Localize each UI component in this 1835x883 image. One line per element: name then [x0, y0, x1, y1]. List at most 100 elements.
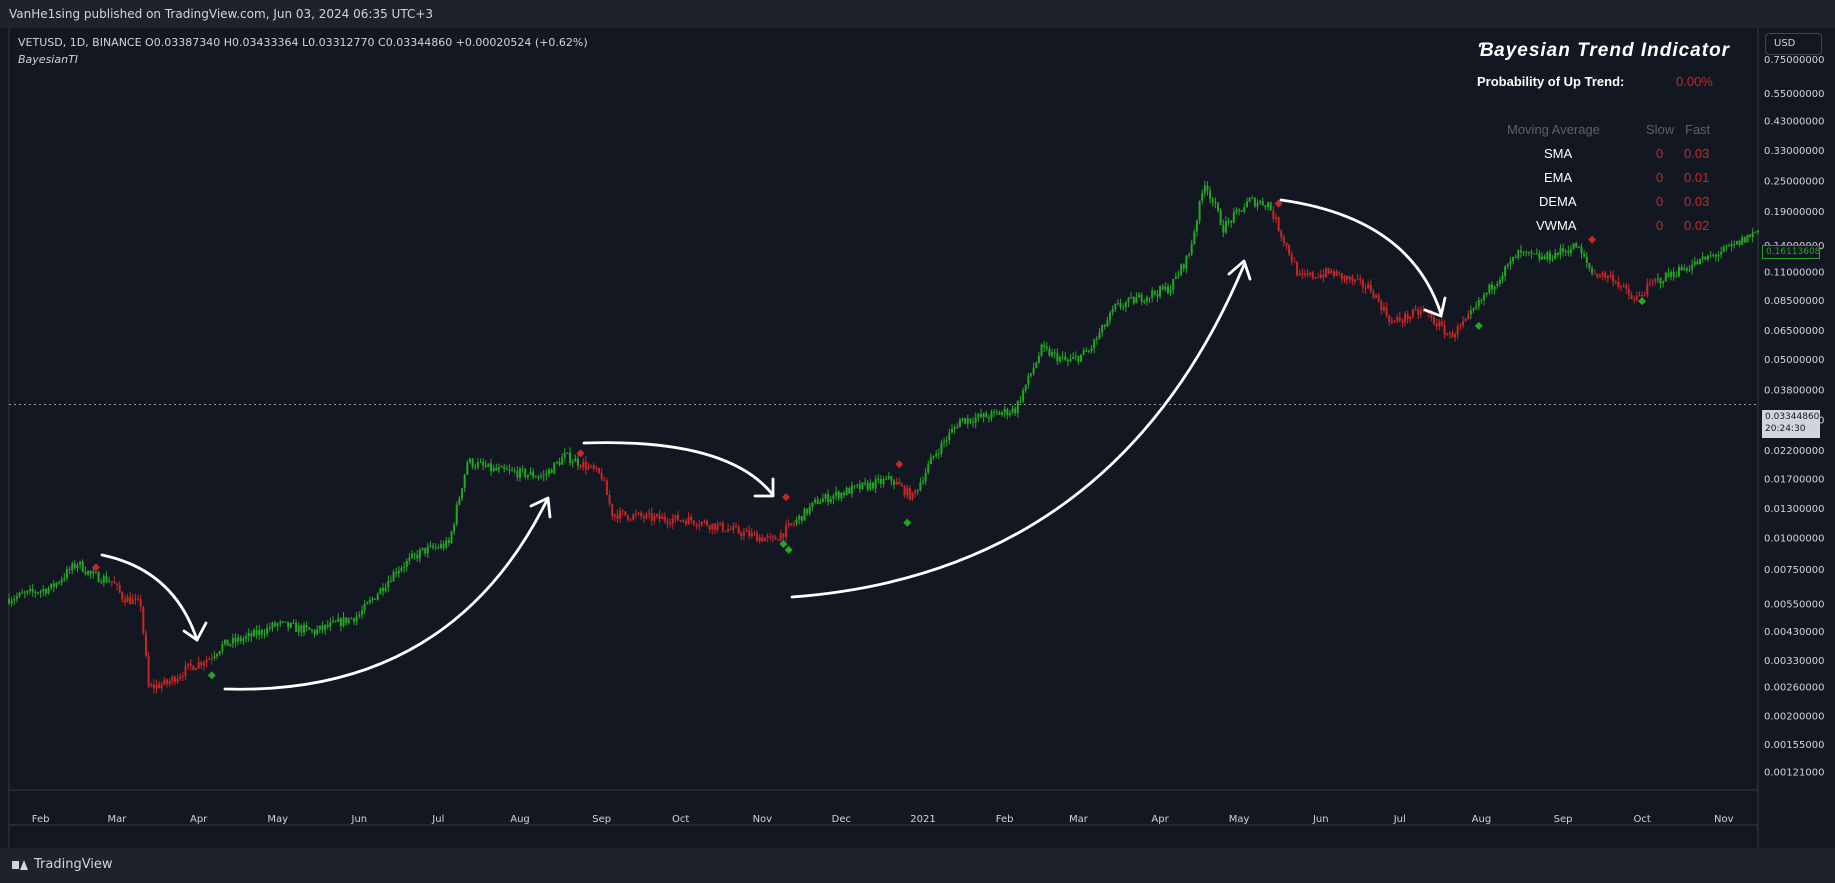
tradingview-logo[interactable]: TradingView — [12, 857, 113, 872]
candle — [948, 428, 951, 445]
candle — [1422, 305, 1425, 313]
candle — [503, 463, 506, 473]
candle — [1288, 243, 1291, 256]
signals-group — [91, 199, 1647, 680]
candle — [1738, 239, 1741, 247]
candle — [1130, 292, 1133, 299]
candle — [1140, 292, 1143, 306]
candle — [1706, 254, 1709, 262]
sell-signal-diamond — [1588, 235, 1597, 244]
candle — [811, 502, 814, 512]
candle — [927, 460, 930, 475]
candle — [871, 481, 874, 491]
candle — [800, 515, 803, 525]
candle — [432, 542, 435, 550]
candle — [1264, 205, 1267, 211]
candle — [1037, 351, 1040, 365]
candle — [1630, 291, 1633, 299]
crosshair-time: 20:24:30 — [1765, 424, 1806, 434]
candle — [1672, 267, 1675, 281]
candle — [898, 477, 901, 485]
candle — [281, 620, 284, 624]
candle — [640, 510, 643, 520]
candle — [1327, 267, 1330, 275]
candle — [1691, 259, 1694, 275]
candle — [171, 674, 174, 686]
y-tick-label: 0.00260000 — [1764, 683, 1824, 694]
candle — [1514, 254, 1517, 259]
candle — [734, 522, 737, 528]
candle — [592, 463, 595, 472]
candle — [89, 570, 92, 579]
candle — [937, 448, 940, 459]
x-tick-label: May — [1229, 814, 1250, 825]
candle — [940, 439, 943, 458]
candle — [1066, 357, 1069, 367]
candle — [977, 413, 980, 422]
candle — [218, 650, 221, 656]
candle — [637, 511, 640, 516]
candle — [661, 513, 664, 520]
candle — [1651, 278, 1654, 287]
candle — [574, 454, 577, 462]
candle — [168, 678, 171, 687]
candle — [1296, 260, 1299, 277]
arrow-down-may — [1279, 198, 1443, 316]
candle — [516, 466, 519, 482]
candle — [1525, 250, 1528, 257]
candle — [1696, 258, 1699, 266]
candle — [1730, 240, 1733, 252]
candle — [1032, 362, 1035, 376]
candle — [44, 587, 47, 597]
candle — [250, 630, 253, 642]
candle — [874, 475, 877, 493]
candle — [1272, 206, 1275, 222]
candle — [1011, 405, 1014, 415]
candle — [1659, 277, 1662, 289]
candle — [245, 632, 248, 643]
header-moving-average: Moving Average — [1507, 122, 1600, 137]
candle — [1209, 186, 1212, 204]
y-tick-label: 0.00200000 — [1764, 712, 1824, 723]
candle — [1612, 270, 1615, 287]
candle — [956, 422, 959, 430]
candle — [1433, 313, 1436, 326]
candle — [1548, 249, 1551, 264]
candle — [374, 598, 377, 601]
candle — [450, 530, 453, 545]
candle — [943, 437, 946, 448]
price-chart[interactable]: 0.75000000 0.55000000 0.43000000 0.33000000… — [0, 28, 1835, 848]
currency-button[interactable]: USD — [1765, 33, 1822, 55]
arrow-up-apr — [223, 498, 549, 691]
candle — [824, 492, 827, 502]
candle — [1541, 252, 1544, 261]
candle — [750, 528, 753, 539]
candle — [587, 462, 590, 471]
chart-background — [0, 28, 1835, 848]
candle — [71, 561, 74, 575]
candle — [964, 418, 967, 425]
candle — [761, 534, 764, 543]
candle — [990, 409, 993, 422]
row-vwma-fast: 0.02 — [1684, 218, 1710, 233]
candle — [1443, 320, 1446, 339]
candle — [350, 616, 353, 620]
candle — [1325, 266, 1328, 279]
candle — [1485, 292, 1488, 298]
x-tick-label: Oct — [1633, 814, 1650, 825]
candle — [1364, 283, 1367, 294]
candle — [1148, 297, 1151, 303]
time-axis[interactable]: Feb Mar Apr May Jun Jul Aug Sep Oct Nov Dec 2021 Feb… — [32, 814, 1734, 825]
row-ema-name: EMA — [1544, 170, 1573, 185]
candle — [611, 503, 614, 520]
candle — [711, 523, 714, 535]
y-tick-label: 0.75000000 — [1764, 55, 1824, 66]
candle — [416, 550, 419, 562]
candle — [242, 635, 245, 646]
candle — [400, 565, 403, 573]
row-sma-fast: 0.03 — [1684, 146, 1710, 161]
candle — [629, 518, 632, 522]
candle — [1456, 323, 1459, 340]
candle — [1164, 282, 1167, 292]
buy-signal-diamond — [1474, 321, 1483, 330]
